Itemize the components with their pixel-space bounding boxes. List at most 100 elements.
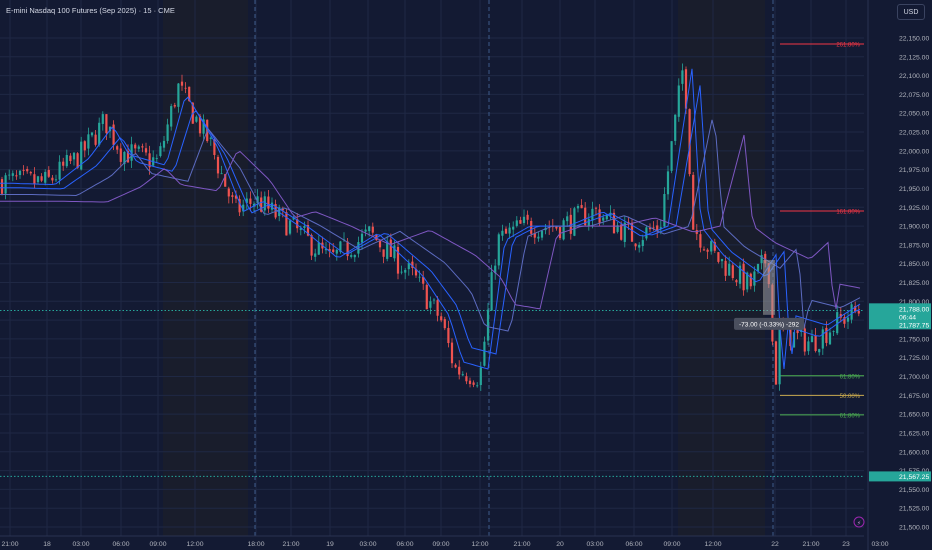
candle xyxy=(414,263,418,278)
candle xyxy=(80,136,83,171)
candle-body xyxy=(533,233,536,238)
candle-body xyxy=(360,233,364,243)
candle-body xyxy=(555,226,558,229)
candle xyxy=(184,82,187,94)
candle-body xyxy=(652,227,655,229)
last-price-value: 21,788.00 xyxy=(899,306,929,313)
candle-body xyxy=(436,300,439,316)
candle-body xyxy=(573,208,576,236)
candle-body xyxy=(753,271,756,286)
candle xyxy=(713,238,716,254)
candle-body xyxy=(119,148,122,162)
candle-body xyxy=(681,70,684,84)
candle-body xyxy=(461,374,464,376)
candle xyxy=(195,115,198,123)
candle-body xyxy=(587,219,590,226)
candle xyxy=(83,140,86,158)
candle-body xyxy=(58,161,61,180)
candle xyxy=(497,232,500,270)
price-axis-tick: 22,000.00 xyxy=(899,148,929,155)
candle xyxy=(702,246,706,251)
candle xyxy=(36,175,40,185)
time-axis-label: 06:00 xyxy=(396,541,413,548)
candle xyxy=(774,340,778,385)
candle-body xyxy=(566,216,569,222)
candle xyxy=(87,127,90,156)
fib-level-label: 261.80% xyxy=(836,43,860,49)
candle-body xyxy=(306,225,310,236)
horizontal-levels xyxy=(0,310,864,477)
candle xyxy=(555,226,558,231)
time-axis-label: 09:00 xyxy=(663,541,680,548)
candle-body xyxy=(90,132,94,136)
candle xyxy=(674,114,677,146)
candle xyxy=(620,221,623,241)
price-axis-tick: 22,150.00 xyxy=(899,36,929,43)
candle xyxy=(594,206,598,216)
candle xyxy=(483,336,486,367)
candle-body xyxy=(818,349,821,353)
candle-body xyxy=(72,152,76,160)
candle-body xyxy=(227,188,230,197)
candle-body xyxy=(411,261,414,268)
time-axis[interactable]: 21:00 18 03:00 06:00 09:00 12:00 18:00 21:00 19 0… xyxy=(0,535,889,548)
candle xyxy=(692,171,695,230)
candle-body xyxy=(69,155,72,162)
price-axis-tick: 22,075.00 xyxy=(899,92,929,99)
candle-body xyxy=(576,205,580,209)
candle xyxy=(821,326,824,355)
price-axis-tick: 21,525.00 xyxy=(899,506,929,513)
time-axis-label: 21:00 xyxy=(513,541,530,548)
candle-body xyxy=(350,255,353,257)
candle-body xyxy=(382,249,385,257)
candle xyxy=(843,314,846,328)
candle-body xyxy=(569,214,572,234)
candle-body xyxy=(537,236,540,239)
candle-body xyxy=(558,226,562,239)
candle xyxy=(144,142,148,156)
price-axis-tick: 21,800.00 xyxy=(899,299,929,306)
candle xyxy=(386,235,389,262)
candle-body xyxy=(108,126,112,132)
price-axis-tick: 22,025.00 xyxy=(899,130,929,137)
candle xyxy=(508,222,511,239)
candle xyxy=(44,169,47,186)
candle-body xyxy=(173,105,176,107)
candle-body xyxy=(252,203,256,206)
candle-body xyxy=(400,271,403,273)
candle-body xyxy=(393,245,396,259)
candle xyxy=(332,243,335,254)
candle-body xyxy=(274,204,277,218)
candle-body xyxy=(33,174,36,184)
time-axis-label: 12:00 xyxy=(704,541,721,548)
candle-body xyxy=(702,249,706,251)
candle xyxy=(468,377,472,388)
candle-body xyxy=(396,246,400,274)
measure-tool[interactable]: -73.00 (-0.33%) -292 xyxy=(734,259,804,330)
candle-body xyxy=(317,242,320,255)
candle xyxy=(656,219,659,238)
price-axis[interactable]: 22,150.00 22,125.00 22,100.00 22,075.00 22,0… xyxy=(867,0,932,550)
candle xyxy=(447,320,450,348)
moving-average-line xyxy=(0,119,861,332)
candle-body xyxy=(508,227,511,234)
candle-body xyxy=(648,227,652,230)
candle-body xyxy=(141,146,144,148)
price-axis-tick: 22,050.00 xyxy=(899,111,929,118)
candle xyxy=(382,249,385,264)
candle xyxy=(22,165,25,176)
candle xyxy=(339,240,342,254)
candle xyxy=(155,154,158,164)
currency-button[interactable]: USD xyxy=(897,4,925,20)
candle xyxy=(533,227,536,244)
candle-body xyxy=(220,173,223,175)
candle xyxy=(720,258,724,269)
price-axis-tick: 22,100.00 xyxy=(899,73,929,80)
candle-body xyxy=(580,205,583,209)
candle xyxy=(378,239,382,253)
candle-body xyxy=(738,265,742,284)
candle-body xyxy=(260,197,263,212)
candle-body xyxy=(105,114,108,134)
candle xyxy=(587,213,590,231)
